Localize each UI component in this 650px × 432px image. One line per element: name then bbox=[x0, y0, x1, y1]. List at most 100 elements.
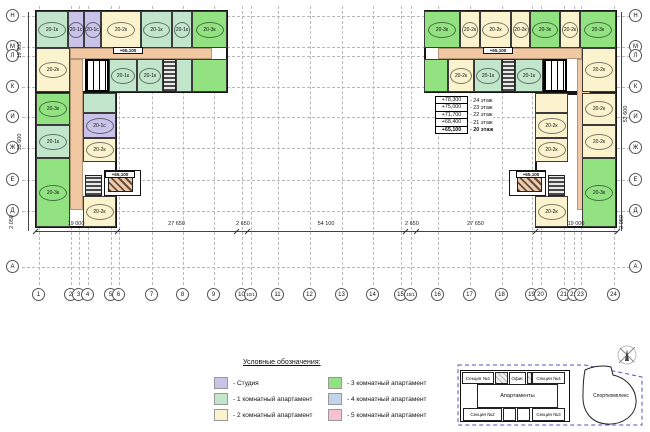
legend-swatch bbox=[214, 409, 228, 421]
hatch-core bbox=[517, 177, 542, 192]
legend-swatch bbox=[214, 393, 228, 405]
axis-col-label: 24 bbox=[607, 288, 620, 301]
unit-stamp: 20-2к bbox=[85, 203, 114, 220]
unit-stamp: 20-2к bbox=[537, 142, 566, 158]
axis-col-label: 12 bbox=[303, 288, 316, 301]
corridor bbox=[70, 59, 83, 210]
axis-row-label: Е bbox=[629, 173, 642, 186]
axis-col-line bbox=[411, 6, 412, 285]
apartment-unit bbox=[83, 93, 116, 113]
unit-stamp: 20-1к bbox=[143, 21, 170, 38]
axis-col-label: 15/1 bbox=[404, 288, 417, 301]
elev-core bbox=[85, 59, 109, 92]
unit-stamp: 20-1к bbox=[517, 67, 541, 84]
axis-row-label: Е bbox=[6, 173, 19, 186]
axis-col-line bbox=[183, 6, 184, 285]
key-plan-apartments: Апартаменты bbox=[477, 384, 558, 408]
stair-core bbox=[502, 59, 515, 92]
level-mark: +65,100 bbox=[483, 47, 513, 54]
unit-stamp: 20-2к bbox=[562, 21, 578, 38]
axis-col-line bbox=[242, 6, 243, 285]
axis-row-line bbox=[22, 117, 630, 118]
axis-col-line bbox=[502, 6, 503, 285]
dim-text-vertical: 2 050 bbox=[9, 215, 15, 229]
axis-col-label: 20 bbox=[534, 288, 547, 301]
apartment-unit bbox=[176, 59, 192, 92]
axis-row-label: А bbox=[629, 260, 642, 273]
axis-row-label: Д bbox=[629, 204, 642, 217]
apartment-unit: 20-2к bbox=[83, 196, 116, 227]
unit-stamp: 20-2к bbox=[512, 21, 529, 38]
axis-col-line bbox=[342, 6, 343, 285]
apartment-unit: 20-1с bbox=[68, 11, 84, 48]
key-plan-section4: Секция №4 bbox=[532, 372, 565, 384]
elevation-floor: - 20 этаж bbox=[470, 127, 494, 134]
apartment-unit: 20-2к bbox=[460, 11, 480, 48]
axis-col-line bbox=[214, 6, 215, 285]
key-plan-midbox bbox=[503, 408, 516, 421]
apartment-unit: 20-3к bbox=[580, 11, 616, 48]
unit-stamp: 20-1к bbox=[39, 133, 67, 150]
dim-text: 19 000 bbox=[567, 221, 585, 227]
axis-row-label: Н bbox=[629, 9, 642, 22]
apartment-unit: 20-1с bbox=[83, 113, 116, 138]
key-plan-section3: Секция №3 bbox=[532, 408, 565, 421]
unit-stamp: 20-1к bbox=[38, 21, 66, 38]
dim-text: 27 650 bbox=[467, 221, 484, 227]
key-plan-section1: Секция №1 bbox=[462, 372, 494, 384]
unit-stamp: 20-2к bbox=[585, 101, 613, 117]
elevation-level: +65,100 bbox=[435, 125, 468, 135]
legend-label: - 5 комнатный апартамент bbox=[347, 411, 427, 419]
axis-col-label: 1 bbox=[32, 288, 45, 301]
axis-col-label: 8 bbox=[176, 288, 189, 301]
dim-text: 2 650 bbox=[405, 221, 419, 227]
axis-row-label: Л bbox=[6, 49, 19, 62]
axis-col-label: 4 bbox=[81, 288, 94, 301]
elevation-floor: - 22 этаж bbox=[470, 112, 493, 119]
legend-label: - 3 комнатный апартамент bbox=[347, 379, 427, 387]
axis-col-label: 17 bbox=[463, 288, 476, 301]
key-plan-hatch bbox=[495, 372, 508, 384]
legend-swatch bbox=[214, 377, 228, 389]
dim-text-vertical: 33 600 bbox=[17, 133, 23, 151]
unit-stamp: 20-3к bbox=[428, 21, 456, 38]
legend-item: - 3 комнатный апартамент bbox=[328, 377, 428, 389]
axis-col-line bbox=[532, 6, 533, 285]
legend-swatch bbox=[328, 393, 342, 405]
legend: Условные обозначения: - Студия - 1 комнат… bbox=[214, 359, 428, 421]
axis-col-label: 14 bbox=[366, 288, 379, 301]
elevation-row: +65,100- 20 этаж bbox=[435, 125, 494, 135]
axis-row-label: И bbox=[629, 110, 642, 123]
axis-col-label: 7 bbox=[145, 288, 158, 301]
axis-col-line bbox=[119, 6, 120, 285]
elevation-table: +78,300- 24 этаж +75,000- 23 этаж +71,700-… bbox=[435, 96, 494, 135]
apartment-unit: 20-2к bbox=[582, 93, 616, 125]
stair-core bbox=[85, 175, 102, 196]
unit-stamp: 20-2к bbox=[585, 133, 613, 150]
unit-stamp: 20-1к bbox=[174, 21, 190, 38]
dim-text: 2 650 bbox=[236, 221, 250, 227]
unit-stamp: 20-2к bbox=[537, 203, 566, 220]
axis-row-line bbox=[22, 148, 630, 149]
legend-swatch bbox=[328, 409, 342, 421]
apartment-unit: 20-3к bbox=[192, 11, 227, 48]
axis-col-line bbox=[470, 6, 471, 285]
apartment-unit: 20-1к bbox=[172, 11, 192, 48]
apartment-unit: 20-2к bbox=[83, 138, 116, 162]
apartment-unit: 20-2к bbox=[448, 59, 474, 92]
apartment-unit: 20-3к bbox=[36, 158, 70, 227]
apartment-unit: 20-2к bbox=[535, 196, 568, 227]
apartment-unit bbox=[424, 59, 448, 92]
apartment-unit: 20-2к bbox=[36, 48, 70, 92]
axis-col-label: 23 bbox=[574, 288, 587, 301]
axis-row-line bbox=[22, 211, 630, 212]
apartment-unit bbox=[535, 93, 568, 113]
axis-col-line bbox=[310, 6, 311, 285]
unit-stamp: 20-3к bbox=[584, 21, 612, 38]
dim-text: 19 000 bbox=[67, 221, 85, 227]
axis-col-label: 10/1 bbox=[244, 288, 257, 301]
legend-label: - 1 комнатный апартамент bbox=[233, 395, 313, 403]
unit-stamp: 20-1с bbox=[84, 21, 101, 38]
apartment-unit: 20-2к bbox=[480, 11, 511, 48]
